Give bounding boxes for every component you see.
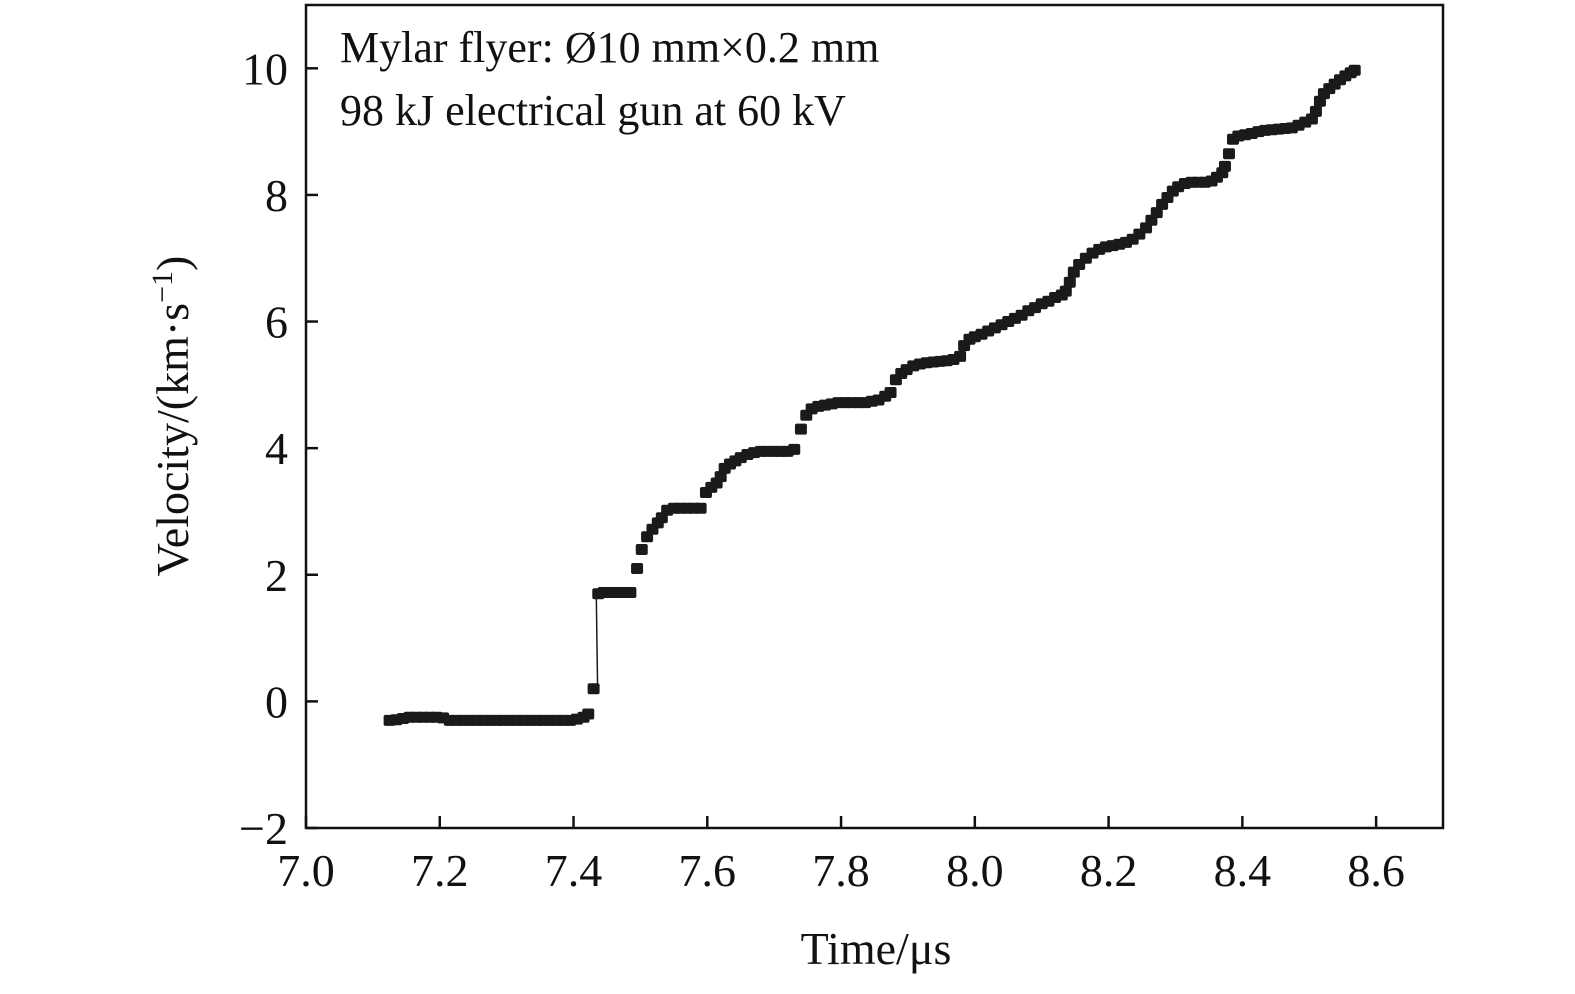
y-tick-label: 8	[265, 170, 288, 221]
x-tick-label: 7.0	[277, 845, 335, 896]
data-point	[624, 586, 637, 598]
x-tick-label: 8.0	[946, 845, 1004, 896]
y-tick-label: 0	[265, 676, 288, 727]
y-axis-ticks: −2 0 2 4 6 8 10	[239, 43, 318, 854]
y-tick-label: 4	[265, 423, 288, 474]
data-point	[954, 350, 967, 362]
y-tick-label: −2	[239, 803, 288, 854]
data-point	[788, 443, 801, 455]
data-point	[1309, 105, 1322, 117]
data-point	[1063, 276, 1076, 288]
y-axis-title-sup: −1	[146, 271, 179, 303]
x-tick-label: 7.2	[411, 845, 469, 896]
data-point	[694, 502, 707, 514]
velocity-series	[383, 64, 1361, 726]
x-tick-label: 7.4	[545, 845, 603, 896]
x-axis-title: Time/μs	[801, 923, 952, 974]
y-tick-label: 10	[242, 43, 288, 94]
annotation-flyer: Mylar flyer: Ø10 mm×0.2 mm	[340, 23, 879, 72]
y-axis-title-base: Velocity/(km·s	[147, 303, 198, 576]
data-point	[1059, 285, 1072, 297]
data-point	[631, 562, 644, 574]
data-point	[582, 708, 595, 720]
data-point	[1348, 64, 1361, 76]
y-tick-label: 2	[265, 550, 288, 601]
x-tick-label: 8.6	[1347, 845, 1405, 896]
x-axis-ticks: 7.0 7.2 7.4 7.6 7.8 8.0 8.2 8.4 8.6	[277, 816, 1405, 896]
x-tick-label: 8.2	[1080, 845, 1138, 896]
y-tick-label: 6	[265, 297, 288, 348]
data-point	[794, 423, 807, 435]
annotation-gun: 98 kJ electrical gun at 60 kV	[340, 86, 846, 135]
data-point	[587, 683, 600, 695]
step-jump-line	[595, 593, 599, 689]
data-point	[884, 386, 897, 398]
y-axis-title-close: )	[147, 256, 198, 271]
x-tick-label: 8.4	[1214, 845, 1272, 896]
data-point	[1222, 148, 1235, 160]
data-point	[1218, 160, 1231, 172]
plot-frame	[304, 3, 1445, 830]
data-point	[635, 543, 648, 555]
y-axis-title: Velocity/(km·s−1)	[146, 256, 198, 577]
x-tick-label: 7.6	[679, 845, 737, 896]
x-tick-label: 7.8	[812, 845, 870, 896]
